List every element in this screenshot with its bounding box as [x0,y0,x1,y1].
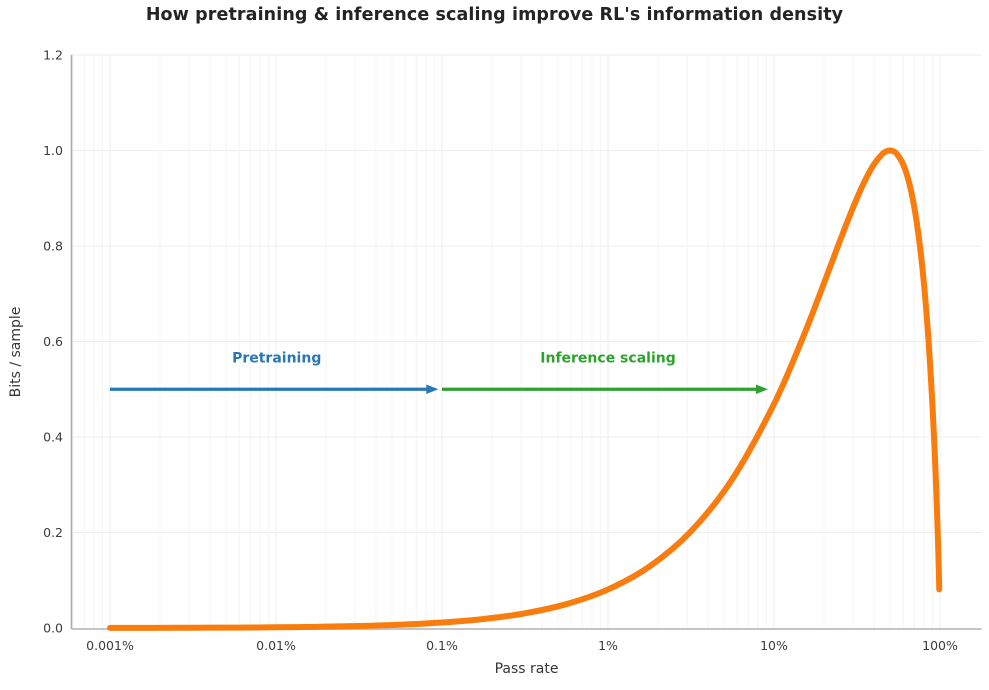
x-axis-title: Pass rate [494,661,559,677]
inference-scaling-label: Inference scaling [540,350,675,366]
inference-scaling-arrow-head [755,384,768,395]
x-tick-label: 0.01% [256,638,296,653]
x-tick-label: 100% [922,638,958,653]
y-tick-label: 0.2 [43,525,63,540]
y-axis-title: Bits / sample [8,306,24,398]
y-tick-label: 0.6 [43,334,63,349]
x-tick-label: 0.001% [86,638,134,653]
y-tick-label: 0.0 [43,621,63,636]
x-tick-label: 0.1% [426,638,458,653]
x-tick-label: 10% [760,638,788,653]
chart-title: How pretraining & inference scaling impr… [145,5,844,25]
y-tick-label: 0.8 [43,239,63,254]
y-tick-label: 1.0 [43,143,63,158]
pretraining-label: Pretraining [232,350,321,366]
y-tick-label: 1.2 [43,48,63,63]
x-tick-label: 1% [598,638,618,653]
pretraining-arrow-head [426,384,439,395]
y-tick-label: 0.4 [43,430,63,445]
entropy-curve [107,147,943,631]
